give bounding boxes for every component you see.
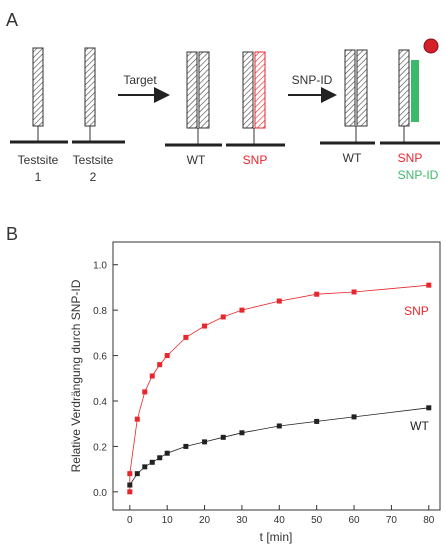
- point: [202, 323, 208, 329]
- point: [351, 289, 357, 295]
- panel-a: A Testsite 1 Testsite 2 Target WT SNP SN…: [6, 10, 440, 184]
- point: [157, 455, 163, 461]
- point: [142, 464, 148, 470]
- strand: [398, 49, 410, 127]
- site-label: WT: [187, 153, 206, 167]
- x-tick-label: 20: [199, 515, 211, 526]
- point: [239, 307, 245, 313]
- point: [314, 418, 320, 424]
- series-label: SNP: [404, 304, 429, 318]
- strand-mismatch: [254, 51, 266, 129]
- point: [164, 353, 170, 359]
- site-label: WT: [343, 151, 362, 165]
- x-tick-label: 60: [348, 515, 360, 526]
- x-tick-label: 50: [311, 515, 323, 526]
- x-tick-label: 80: [423, 515, 435, 526]
- point: [183, 334, 189, 340]
- site-label: SNP: [243, 153, 268, 167]
- x-tick-label: 30: [236, 515, 248, 526]
- site-label: Testsite: [73, 153, 114, 167]
- point: [202, 439, 208, 445]
- y-tick-label: 0.4: [93, 397, 107, 408]
- site-sub: SNP-ID: [398, 168, 439, 182]
- point: [134, 471, 140, 477]
- y-tick-label: 0.2: [93, 442, 107, 453]
- point: [183, 443, 189, 449]
- point: [127, 471, 133, 477]
- point: [164, 450, 170, 456]
- snp-id-strand: [411, 60, 419, 122]
- label-dot: [423, 38, 439, 54]
- point: [134, 416, 140, 422]
- strand: [356, 49, 368, 127]
- point: [142, 389, 148, 395]
- point: [276, 298, 282, 304]
- point: [149, 373, 155, 379]
- series-line: [129, 284, 429, 492]
- series-line: [129, 407, 429, 486]
- point: [127, 489, 133, 495]
- strand: [32, 47, 44, 127]
- panel-label: B: [6, 224, 18, 244]
- arrow-label: Target: [123, 73, 157, 87]
- strand: [84, 47, 96, 127]
- strand: [344, 49, 356, 127]
- x-tick-label: 70: [386, 515, 398, 526]
- x-tick-label: 40: [274, 515, 286, 526]
- point: [426, 282, 432, 288]
- plot-frame: [112, 241, 441, 511]
- panel-label: A: [6, 10, 18, 30]
- y-tick-label: 0.8: [93, 306, 107, 317]
- strand: [186, 51, 198, 129]
- point: [276, 423, 282, 429]
- site-label: Testsite: [18, 153, 59, 167]
- y-tick-label: 0.6: [93, 352, 107, 363]
- series-label: WT: [410, 419, 429, 433]
- x-axis-label: t [min]: [260, 530, 293, 544]
- site-sub: 1: [35, 170, 42, 184]
- x-tick-label: 10: [162, 515, 174, 526]
- y-tick-label: 0.0: [93, 488, 107, 499]
- point: [127, 482, 133, 488]
- point: [157, 362, 163, 368]
- point: [220, 314, 226, 320]
- point: [220, 434, 226, 440]
- x-tick-label: 0: [127, 515, 133, 526]
- point: [314, 291, 320, 297]
- panel-b: B t [min] Relative Verdrängung durch SNP…: [6, 224, 441, 544]
- point: [351, 414, 357, 420]
- point: [239, 430, 245, 436]
- site-sub: 2: [90, 170, 97, 184]
- strand: [242, 51, 254, 129]
- point: [426, 405, 432, 411]
- y-tick-label: 1.0: [93, 261, 107, 272]
- strand: [198, 51, 210, 129]
- arrow-label: SNP-ID: [292, 73, 333, 87]
- y-axis-label: Relative Verdrängung durch SNP-ID: [69, 279, 83, 472]
- site-label: SNP: [398, 151, 423, 165]
- point: [149, 459, 155, 465]
